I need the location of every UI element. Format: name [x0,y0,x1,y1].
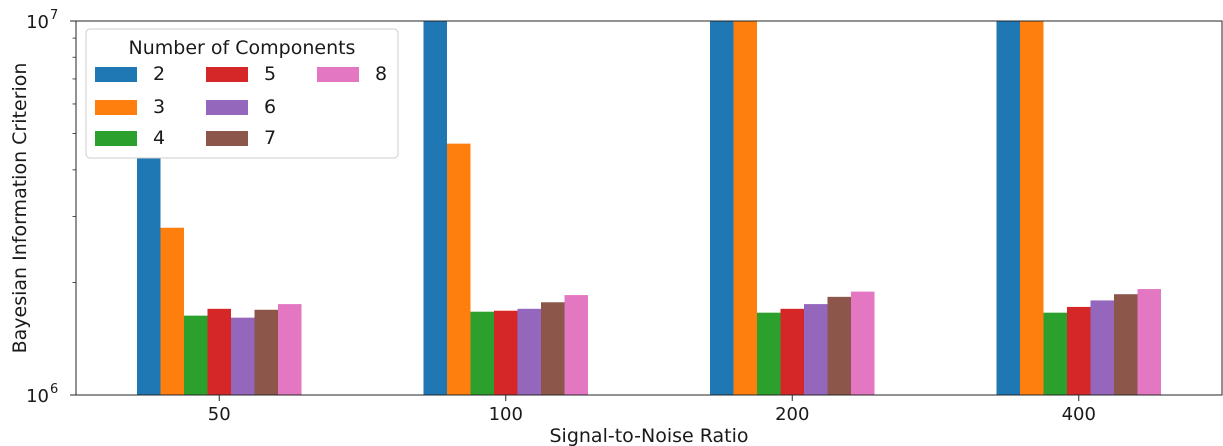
y-axis-label: Bayesian Information Criterion [9,63,31,354]
bar-4-components-snr-100 [470,311,494,395]
bar-2-components-snr-400 [996,21,1020,395]
y-tick-label: 10 [26,12,49,33]
legend-label-2: 2 [153,63,165,85]
bar-7-components-snr-50 [254,309,278,395]
legend-swatch-4 [95,131,137,146]
legend-swatch-5 [206,67,248,82]
legend-label-7: 7 [264,127,276,149]
y-tick-base: 10 [26,386,49,407]
bar-2-components-snr-100 [423,21,447,395]
bar-6-components-snr-100 [517,308,541,395]
bar-6-components-snr-400 [1090,300,1114,395]
bar-4-components-snr-200 [757,312,781,395]
bar-5-components-snr-200 [780,308,804,395]
y-tick-exponent: 7 [50,8,58,23]
x-axis-label: Signal-to-Noise Ratio [549,425,748,446]
bar-3-components-snr-50 [160,227,184,395]
legend-label-5: 5 [264,63,276,85]
y-tick-exponent: 6 [50,382,58,397]
legend-label-4: 4 [153,127,165,149]
bars-group [137,21,1161,395]
bar-6-components-snr-200 [804,304,828,395]
bar-5-components-snr-100 [494,310,518,395]
legend-label-6: 6 [264,96,276,118]
bar-3-components-snr-200 [733,21,757,395]
bar-4-components-snr-400 [1043,312,1067,395]
bar-7-components-snr-100 [541,302,565,395]
y-tick-base: 10 [26,12,49,33]
bar-8-components-snr-400 [1137,289,1161,395]
bar-3-components-snr-100 [447,143,471,395]
bar-5-components-snr-50 [207,308,231,395]
legend-swatch-8 [317,67,359,82]
legend-title: Number of Components [129,37,356,59]
bar-4-components-snr-50 [184,315,208,395]
x-tick-label: 400 [1062,404,1096,425]
x-tick-label: 200 [775,404,809,425]
legend-swatch-7 [206,131,248,146]
bar-2-components-snr-200 [710,21,734,395]
bar-3-components-snr-400 [1020,21,1044,395]
bar-8-components-snr-50 [278,304,302,395]
x-tick-label: 100 [489,404,523,425]
legend-swatch-6 [206,100,248,115]
legend-swatch-2 [95,67,137,82]
x-axis-ticks: 50 100 200 400 [208,395,1096,425]
bar-8-components-snr-200 [851,291,875,395]
bar-2-components-snr-50 [137,158,161,395]
bar-8-components-snr-100 [564,295,588,395]
legend-label-3: 3 [153,96,165,118]
legend-label-8: 8 [375,63,387,85]
legend-box [85,28,399,159]
legend: Number of Components 2 3 4 5 6 7 8 [85,28,399,159]
bar-5-components-snr-400 [1067,306,1091,395]
plot-frame [75,20,1223,396]
legend-swatch-3 [95,100,137,115]
x-tick-label: 50 [208,404,231,425]
bar-7-components-snr-200 [827,296,851,395]
bar-7-components-snr-400 [1114,294,1138,395]
bar-6-components-snr-50 [231,317,255,395]
y-tick-label: 10 [26,386,49,407]
